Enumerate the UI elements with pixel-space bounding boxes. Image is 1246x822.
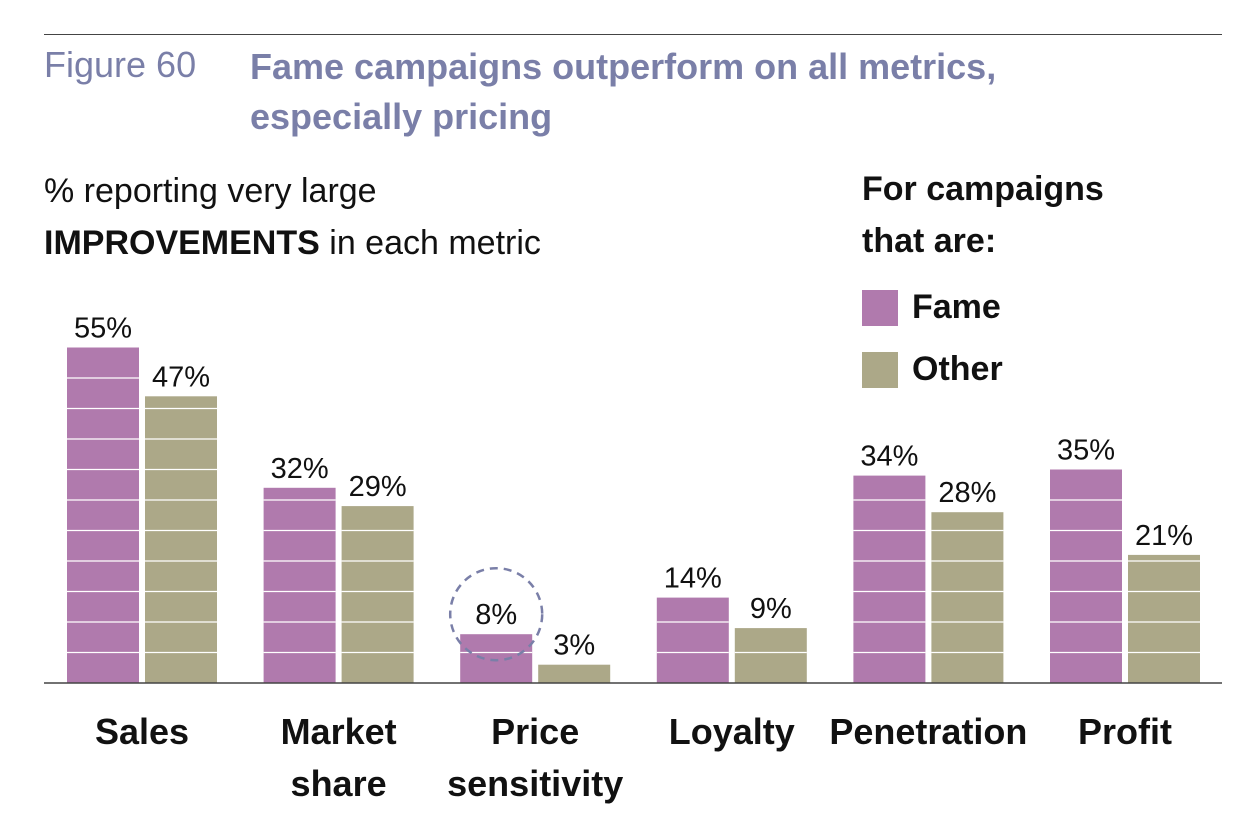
chart-subtitle: % reporting very large IMPROVEMENTS in e…: [44, 165, 541, 269]
data-label-other-5: 21%: [1135, 520, 1193, 552]
bar-fame-5: [1050, 469, 1122, 683]
bar-other-0: [145, 396, 217, 683]
bar-fame-3: [656, 597, 729, 683]
data-label-fame-0: 55%: [74, 313, 132, 345]
category-label-1: Market: [281, 711, 397, 752]
bar-other-4: [931, 512, 1004, 683]
category-label-2: Price: [491, 711, 579, 752]
legend-item-fame: Fame: [862, 288, 1001, 327]
subtitle-line2: IMPROVEMENTS in each metric: [44, 217, 541, 269]
legend-label-fame: Fame: [912, 288, 1001, 326]
data-label-other-1: 29%: [349, 471, 407, 503]
legend-title: For campaigns that are:: [862, 163, 1104, 267]
data-label-fame-4: 34%: [860, 441, 918, 473]
data-label-other-4: 28%: [938, 477, 996, 509]
legend-swatch-other: [862, 351, 898, 388]
bar-other-3: [734, 628, 807, 683]
legend-label-other: Other: [912, 350, 1003, 388]
figure-label: Figure 60: [44, 44, 197, 85]
legend-item-other: Other: [862, 350, 1003, 389]
subtitle-rest: in each metric: [319, 224, 541, 262]
category-label-5: Profit: [1078, 711, 1172, 752]
data-label-fame-3: 14%: [664, 563, 722, 595]
bar-other-5: [1128, 554, 1200, 683]
highlight-circle: [448, 566, 544, 662]
bar-fame-0: [67, 347, 139, 683]
legend-swatch-fame: [862, 289, 898, 326]
figure-title: Fame campaigns outperform on all metrics…: [250, 42, 1150, 142]
data-label-other-0: 47%: [152, 361, 210, 393]
bar-fame-2: [460, 634, 533, 683]
subtitle-bold: IMPROVEMENTS: [44, 224, 320, 262]
data-label-other-3: 9%: [750, 593, 792, 625]
category-label-3: Loyalty: [669, 711, 795, 752]
bar-fame-1: [263, 487, 336, 683]
category-label-2: sensitivity: [447, 763, 623, 804]
legend-title-line2: that are:: [862, 222, 997, 260]
data-label-fame-2: 8%: [475, 599, 517, 631]
category-label-0: Sales: [95, 711, 189, 752]
bar-other-2: [538, 664, 611, 683]
top-rule: [44, 34, 1222, 35]
data-label-fame-1: 32%: [271, 453, 329, 485]
category-label-4: Penetration: [829, 711, 1027, 752]
figure-title-line1: Fame campaigns outperform on all metrics…: [250, 46, 997, 87]
bar-fame-4: [853, 475, 926, 683]
category-label-1: share: [291, 763, 387, 804]
legend-title-line1: For campaigns: [862, 170, 1104, 208]
subtitle-line1: % reporting very large: [44, 172, 377, 210]
bar-other-1: [341, 506, 414, 683]
figure-title-line2: especially pricing: [250, 96, 553, 137]
data-label-fame-5: 35%: [1057, 435, 1115, 467]
data-label-other-2: 3%: [553, 630, 595, 662]
